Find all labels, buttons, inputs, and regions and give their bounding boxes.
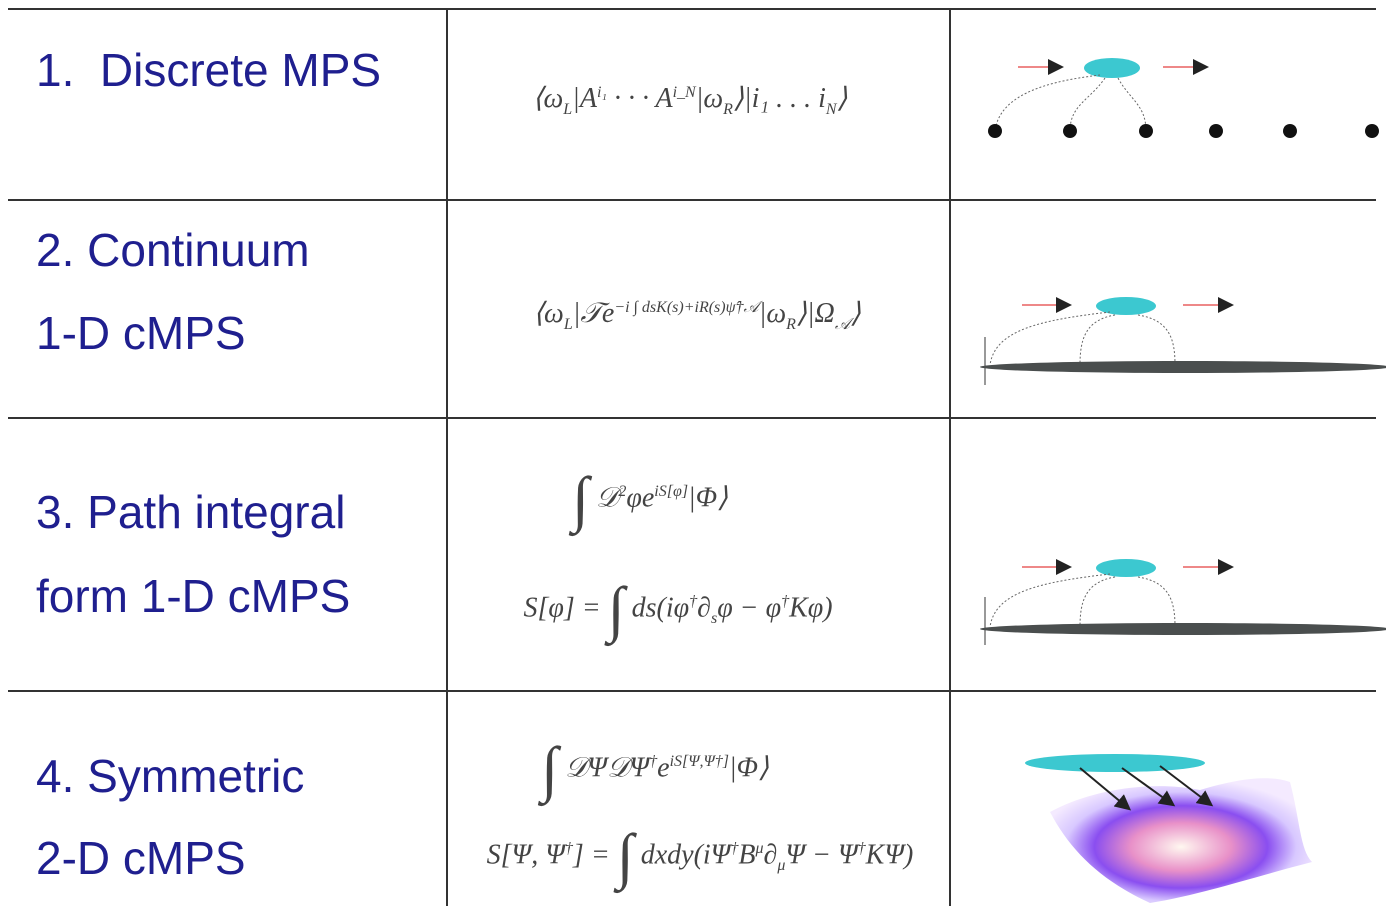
formula-text: ⟩|Ω: [796, 298, 835, 329]
formula-text: |Φ⟩: [688, 482, 728, 513]
integral-sign: ∫: [572, 466, 589, 534]
superscript: †: [689, 593, 697, 610]
formula-text: B: [738, 839, 755, 870]
formula: ⟨ωL|𝒯e−i ∫ dsK(s)+iR(s)ψ̂†𝒜|ωR⟩|Ω𝒜⟩: [533, 296, 861, 334]
row-label: 3. Path integral: [36, 485, 345, 539]
formula-text: ⟩: [837, 83, 848, 114]
superscript: †: [730, 840, 738, 857]
subscript: L: [564, 316, 573, 333]
integral-sign: ∫: [608, 576, 625, 644]
formula-text: |𝒯e: [573, 298, 615, 329]
formula-text: |ω: [759, 298, 786, 329]
subscript: L: [563, 101, 572, 118]
row-label: 2-D cMPS: [36, 831, 246, 885]
slide: 1. Discrete MPS⟨ωL|Ai₁ · · · Ai_N|ωR⟩|i₁…: [0, 0, 1386, 906]
formula-text: ⟨ω: [533, 298, 564, 329]
formula-text: ⟩|i₁ . . . i: [733, 83, 826, 114]
formula: ∫ 𝒟2φeiS[φ]|Φ⟩: [572, 465, 728, 536]
superscript: i₁: [597, 84, 607, 101]
discrete-diagram: [988, 58, 1379, 138]
formula-text: dxdy(iΨ: [634, 839, 731, 870]
formula: ⟨ωL|Ai₁ · · · Ai_N|ωR⟩|i₁ . . . iN⟩: [533, 81, 848, 119]
continuum-diagram: [980, 297, 1386, 385]
superscript: iS[Ψ,Ψ†]: [670, 753, 729, 770]
formula: S[Ψ, Ψ†] = ∫ dxdy(iΨ†Bμ∂μΨ − Ψ†KΨ): [487, 822, 914, 893]
integral-sign: ∫: [617, 823, 634, 891]
formula-text: · · · A: [607, 83, 673, 114]
formula-text: ] =: [573, 839, 617, 870]
integral-sign: ∫: [541, 736, 558, 804]
formula-text: S[Ψ, Ψ: [487, 839, 565, 870]
formula-text: e: [657, 752, 669, 783]
superscript: μ: [755, 840, 763, 857]
superscript: −i ∫ dsK(s)+iR(s)ψ̂†𝒜: [614, 299, 758, 316]
row-label: 4. Symmetric: [36, 749, 304, 803]
subscript: R: [723, 101, 733, 118]
row-label: form 1-D cMPS: [36, 569, 350, 623]
row-label: 1. Discrete MPS: [36, 43, 381, 97]
superscript: †: [781, 593, 789, 610]
formula-text: |Φ⟩: [729, 752, 769, 783]
subscript: 𝒜: [835, 316, 850, 333]
formula-text: φe: [626, 482, 654, 513]
superscript: i_N: [673, 84, 696, 101]
formula-text: KΨ): [866, 839, 914, 870]
formula-text: Ψ − Ψ: [785, 839, 857, 870]
formula-text: 𝒟: [589, 482, 618, 513]
formula-text: ⟨ω: [533, 83, 564, 114]
formula: ∫ 𝒟Ψ𝒟Ψ†eiS[Ψ,Ψ†]|Φ⟩: [541, 735, 769, 806]
formula-text: S[φ] =: [523, 592, 607, 623]
formula-text: ∂: [697, 592, 711, 623]
formula-text: 𝒟Ψ𝒟Ψ: [558, 752, 649, 783]
superscript: †: [858, 840, 866, 857]
formula-text: ⟩: [850, 298, 861, 329]
formula-text: ∂: [764, 839, 778, 870]
row-label: 1-D cMPS: [36, 306, 246, 360]
superscript: iS[φ]: [654, 483, 688, 500]
row-label: 2. Continuum: [36, 223, 310, 277]
path-integral-diagram: [980, 559, 1386, 645]
surface-diagram: [1025, 754, 1312, 903]
formula-text: |ω: [696, 83, 723, 114]
subscript: N: [826, 101, 837, 118]
formula-text: |A: [572, 83, 597, 114]
formula-text: φ − φ: [717, 592, 781, 623]
formula-text: ds(iφ: [625, 592, 690, 623]
formula: S[φ] = ∫ ds(iφ†∂sφ − φ†Kφ): [523, 575, 832, 646]
subscript: μ: [777, 857, 785, 874]
formula-text: Kφ): [789, 592, 833, 623]
subscript: R: [786, 316, 796, 333]
superscript: †: [649, 753, 657, 770]
